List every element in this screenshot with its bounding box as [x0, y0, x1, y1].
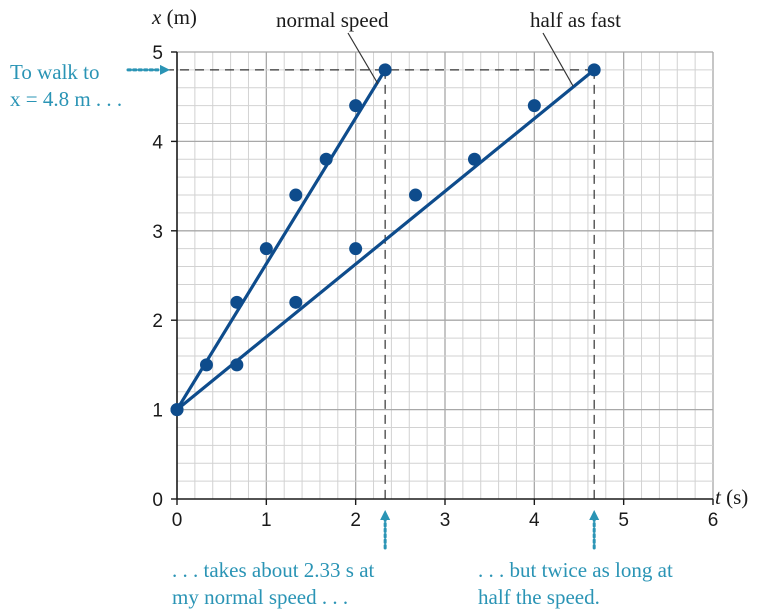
data-point-half-as-fast	[587, 63, 601, 77]
y-tick-label: 2	[152, 311, 163, 332]
data-point-half-as-fast	[527, 99, 541, 113]
x-tick-label: 2	[350, 510, 361, 531]
fit-line-half-as-fast	[175, 68, 596, 412]
data-point-normal-speed	[199, 358, 213, 372]
data-point-normal-speed	[289, 188, 303, 202]
y-tick-label: 4	[152, 132, 163, 153]
x-axis-label: t (s)	[715, 485, 748, 509]
x-tick-label: 6	[708, 510, 719, 531]
x-tick-label: 3	[440, 510, 451, 531]
data-point-normal-speed	[319, 152, 333, 166]
data-points	[170, 63, 601, 417]
leader-line-half-as-fast	[542, 32, 574, 87]
data-point-half-as-fast	[230, 358, 244, 372]
annotation-arrows	[126, 32, 600, 550]
x-tick-label: 0	[172, 510, 183, 531]
leader-line-normal-speed	[347, 32, 379, 85]
y-axis-label: x (m)	[151, 5, 197, 29]
annotation-walk-line2: x = 4.8 m . . .	[10, 87, 122, 111]
data-point-normal-speed	[230, 295, 244, 309]
y-tick-label: 0	[152, 490, 163, 511]
data-point-normal-speed	[349, 99, 363, 113]
grid	[177, 51, 714, 499]
data-point-half-as-fast	[409, 188, 423, 202]
series-label-half-as-fast: half as fast	[530, 8, 621, 32]
tick-labels: 0 1 2 3 4 5 6 0 1 2 3 4 5	[152, 43, 718, 531]
x-tick-label: 4	[529, 510, 540, 531]
arrow-time-head	[589, 510, 600, 520]
annotation-twice-line1: . . . but twice as long at	[478, 558, 673, 582]
data-point-half-as-fast	[170, 403, 184, 417]
arrow-time-head	[380, 510, 391, 520]
data-point-normal-speed	[378, 63, 392, 77]
fit-line-normal-speed	[175, 68, 387, 412]
y-tick-label: 5	[152, 43, 163, 64]
annotation-twice-line2: half the speed.	[478, 585, 600, 609]
y-tick-label: 3	[152, 222, 163, 243]
x-tick-label: 5	[618, 510, 629, 531]
data-point-half-as-fast	[467, 152, 481, 166]
series-label-normal-speed: normal speed	[276, 8, 389, 32]
annotation-takes-line2: my normal speed . . .	[172, 585, 348, 609]
labels: x (m) t (s) normal speed half as fast To…	[10, 5, 748, 609]
fit-lines	[175, 68, 596, 412]
axes	[171, 51, 714, 505]
data-point-half-as-fast	[289, 295, 303, 309]
data-point-normal-speed	[259, 242, 273, 256]
annotation-takes-line1: . . . takes about 2.33 s at	[172, 558, 375, 582]
reference-lines	[150, 69, 595, 499]
x-tick-label: 1	[261, 510, 272, 531]
y-tick-label: 1	[152, 401, 163, 422]
arrow-walk-head	[160, 64, 170, 75]
data-point-half-as-fast	[349, 242, 363, 256]
annotation-walk-line1: To walk to	[10, 60, 100, 84]
